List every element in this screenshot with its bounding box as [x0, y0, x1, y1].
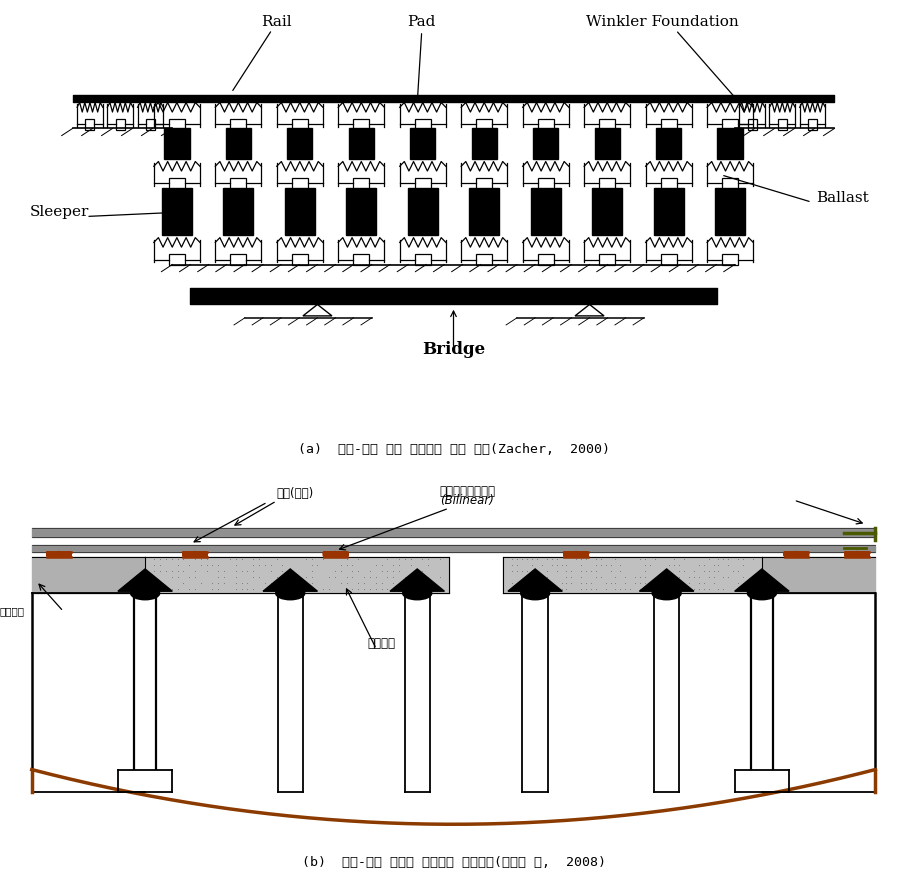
Polygon shape [639, 569, 694, 591]
Bar [408, 188, 438, 235]
Bar [116, 119, 124, 130]
Circle shape [652, 587, 681, 600]
Text: Sleeper: Sleeper [29, 205, 89, 219]
Bar [715, 188, 746, 235]
Bar [230, 178, 247, 189]
Bar [538, 255, 554, 265]
Bar [146, 119, 155, 130]
Bar [778, 119, 786, 130]
Polygon shape [118, 569, 172, 591]
Bar [292, 255, 307, 265]
Bar [223, 188, 253, 235]
Text: 교량상판: 교량상판 [367, 637, 395, 650]
Bar [531, 188, 561, 235]
Bar [230, 119, 247, 130]
Text: Winkler Foundation: Winkler Foundation [586, 15, 738, 29]
Circle shape [747, 587, 776, 600]
Circle shape [521, 587, 550, 600]
Bar [161, 188, 192, 235]
Bar [230, 255, 247, 265]
Polygon shape [508, 569, 562, 591]
Bar [533, 129, 559, 159]
Polygon shape [263, 569, 317, 591]
Bar [226, 129, 251, 159]
Bar [469, 188, 499, 235]
Bar [292, 178, 307, 189]
Text: Bridge: Bridge [422, 342, 485, 359]
Bar [476, 178, 493, 189]
Bar [348, 129, 374, 159]
Bar [85, 119, 94, 130]
Text: 토공구간: 토공구간 [0, 606, 25, 617]
Bar [353, 178, 369, 189]
Polygon shape [390, 569, 444, 591]
Bar [600, 178, 615, 189]
Bar [353, 255, 369, 265]
Bar [292, 119, 307, 130]
Bar [414, 255, 431, 265]
Bar [476, 119, 493, 130]
Bar [660, 178, 677, 189]
Bar [717, 129, 743, 159]
Bar [414, 119, 431, 130]
Bar [592, 188, 622, 235]
Bar [722, 119, 738, 130]
Text: 도상종저항스프링: 도상종저항스프링 [439, 485, 495, 499]
Bar [285, 188, 315, 235]
Circle shape [276, 587, 305, 600]
Bar [722, 178, 738, 189]
Bar [660, 119, 677, 130]
Bar [346, 188, 376, 235]
Bar [164, 129, 190, 159]
Bar [476, 255, 493, 265]
Bar [538, 178, 554, 189]
Text: (a)  궤도-교량 동적 상호작용 해석 모델(Zacher,  2000): (a) 궤도-교량 동적 상호작용 해석 모델(Zacher, 2000) [297, 443, 610, 456]
Bar [594, 129, 619, 159]
Text: Rail: Rail [261, 15, 292, 29]
Polygon shape [735, 569, 789, 591]
Bar [538, 119, 554, 130]
Bar [660, 255, 677, 265]
Circle shape [403, 587, 432, 600]
Bar [472, 129, 497, 159]
Bar [353, 119, 369, 130]
Text: 궤도(레일): 궤도(레일) [276, 487, 314, 500]
Bar [654, 188, 684, 235]
Bar [169, 119, 185, 130]
Bar [722, 255, 738, 265]
Bar [414, 178, 431, 189]
Text: Ballast: Ballast [816, 191, 869, 205]
Bar [600, 119, 615, 130]
Text: Pad: Pad [407, 15, 436, 29]
Bar [169, 255, 185, 265]
Bar [288, 129, 313, 159]
Bar [747, 119, 756, 130]
Text: (b)  궤도-교량 종방향 상호작용 해석모델(양신추 외,  2008): (b) 궤도-교량 종방향 상호작용 해석모델(양신추 외, 2008) [301, 856, 606, 870]
Text: (Bilinear): (Bilinear) [440, 493, 494, 507]
Bar [410, 129, 435, 159]
Circle shape [131, 587, 160, 600]
Bar [656, 129, 681, 159]
Bar [808, 119, 817, 130]
Bar [600, 255, 615, 265]
Bar [169, 178, 185, 189]
